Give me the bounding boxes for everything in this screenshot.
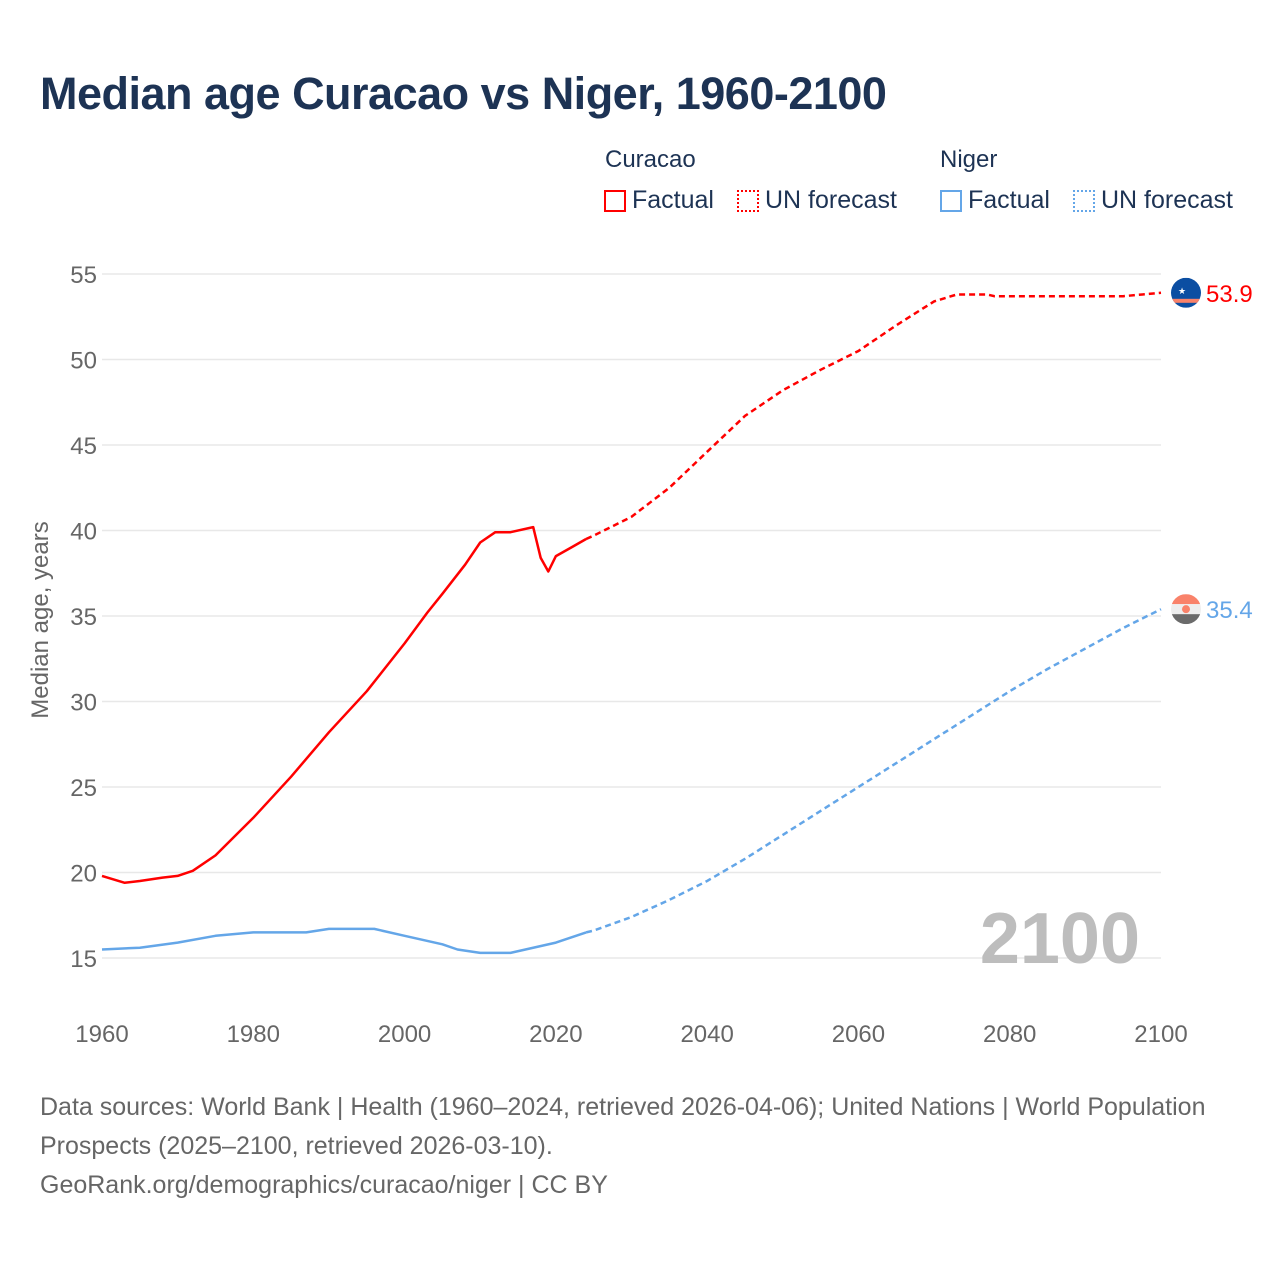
data-source-note: Data sources: World Bank | Health (1960–… [40, 1088, 1220, 1205]
x-tick-label: 1980 [227, 1021, 280, 1048]
y-tick-label: 40 [70, 519, 97, 546]
x-tick-label: 2000 [378, 1021, 431, 1048]
y-tick-label: 15 [70, 946, 97, 973]
source-link[interactable]: GeoRank.org/demographics/curacao/niger |… [40, 1171, 608, 1199]
legend-label: Factual [968, 186, 1050, 214]
x-tick-label: 2100 [1134, 1021, 1187, 1048]
legend-group-curacao: Curacao [605, 146, 696, 173]
legend-label: Factual [632, 186, 714, 214]
legend-label: UN forecast [1101, 186, 1233, 214]
chart-title: Median age Curacao vs Niger, 1960-2100 [40, 68, 887, 119]
x-tick-label: 2020 [529, 1021, 582, 1048]
niger-flag-icon [1171, 594, 1201, 625]
legend-group-niger: Niger [940, 146, 998, 173]
line-chart: 15 20 25 30 35 40 45 50 55 1960 1980 2000 2020 2040 20… [27, 262, 1253, 1048]
legend-label: UN forecast [765, 186, 897, 214]
series-niger-forecast-line [585, 608, 1162, 934]
y-tick-label: 30 [70, 690, 97, 717]
y-tick-label: 50 [70, 348, 97, 375]
x-tick-label: 2040 [680, 1021, 733, 1048]
legend-swatch-dotted [737, 189, 759, 212]
curacao-flag-icon: ★ [1171, 277, 1201, 308]
series-curacao-factual-line [101, 525, 587, 885]
y-axis-label: Median age, years [27, 521, 54, 718]
legend-swatch-solid [604, 189, 626, 212]
y-tick-label: 20 [70, 861, 97, 888]
legend-curacao-factual[interactable]: Factual [604, 186, 714, 215]
legend-niger-forecast[interactable]: UN forecast [1073, 186, 1233, 215]
x-tick-label: 2060 [832, 1021, 885, 1048]
legend-swatch-dotted [1073, 189, 1095, 212]
y-tick-label: 45 [70, 433, 97, 460]
source-text: Data sources: World Bank | Health (1960–… [40, 1093, 1206, 1160]
legend-curacao-forecast[interactable]: UN forecast [737, 186, 897, 215]
x-tick-label: 2080 [983, 1021, 1036, 1048]
y-tick-label: 55 [70, 262, 97, 289]
y-tick-label: 25 [70, 775, 97, 802]
end-value-label: 35.4 [1206, 597, 1253, 624]
end-value-label: 53.9 [1206, 281, 1253, 308]
y-tick-label: 35 [70, 604, 97, 631]
series-niger-factual-line [101, 927, 587, 955]
legend-niger-factual[interactable]: Factual [940, 186, 1050, 215]
svg-text:★: ★ [1178, 286, 1186, 296]
x-tick-label: 1960 [75, 1021, 128, 1048]
series-curacao-forecast-line [585, 291, 1162, 541]
legend-swatch-solid [940, 189, 962, 212]
year-watermark: 2100 [980, 899, 1140, 979]
